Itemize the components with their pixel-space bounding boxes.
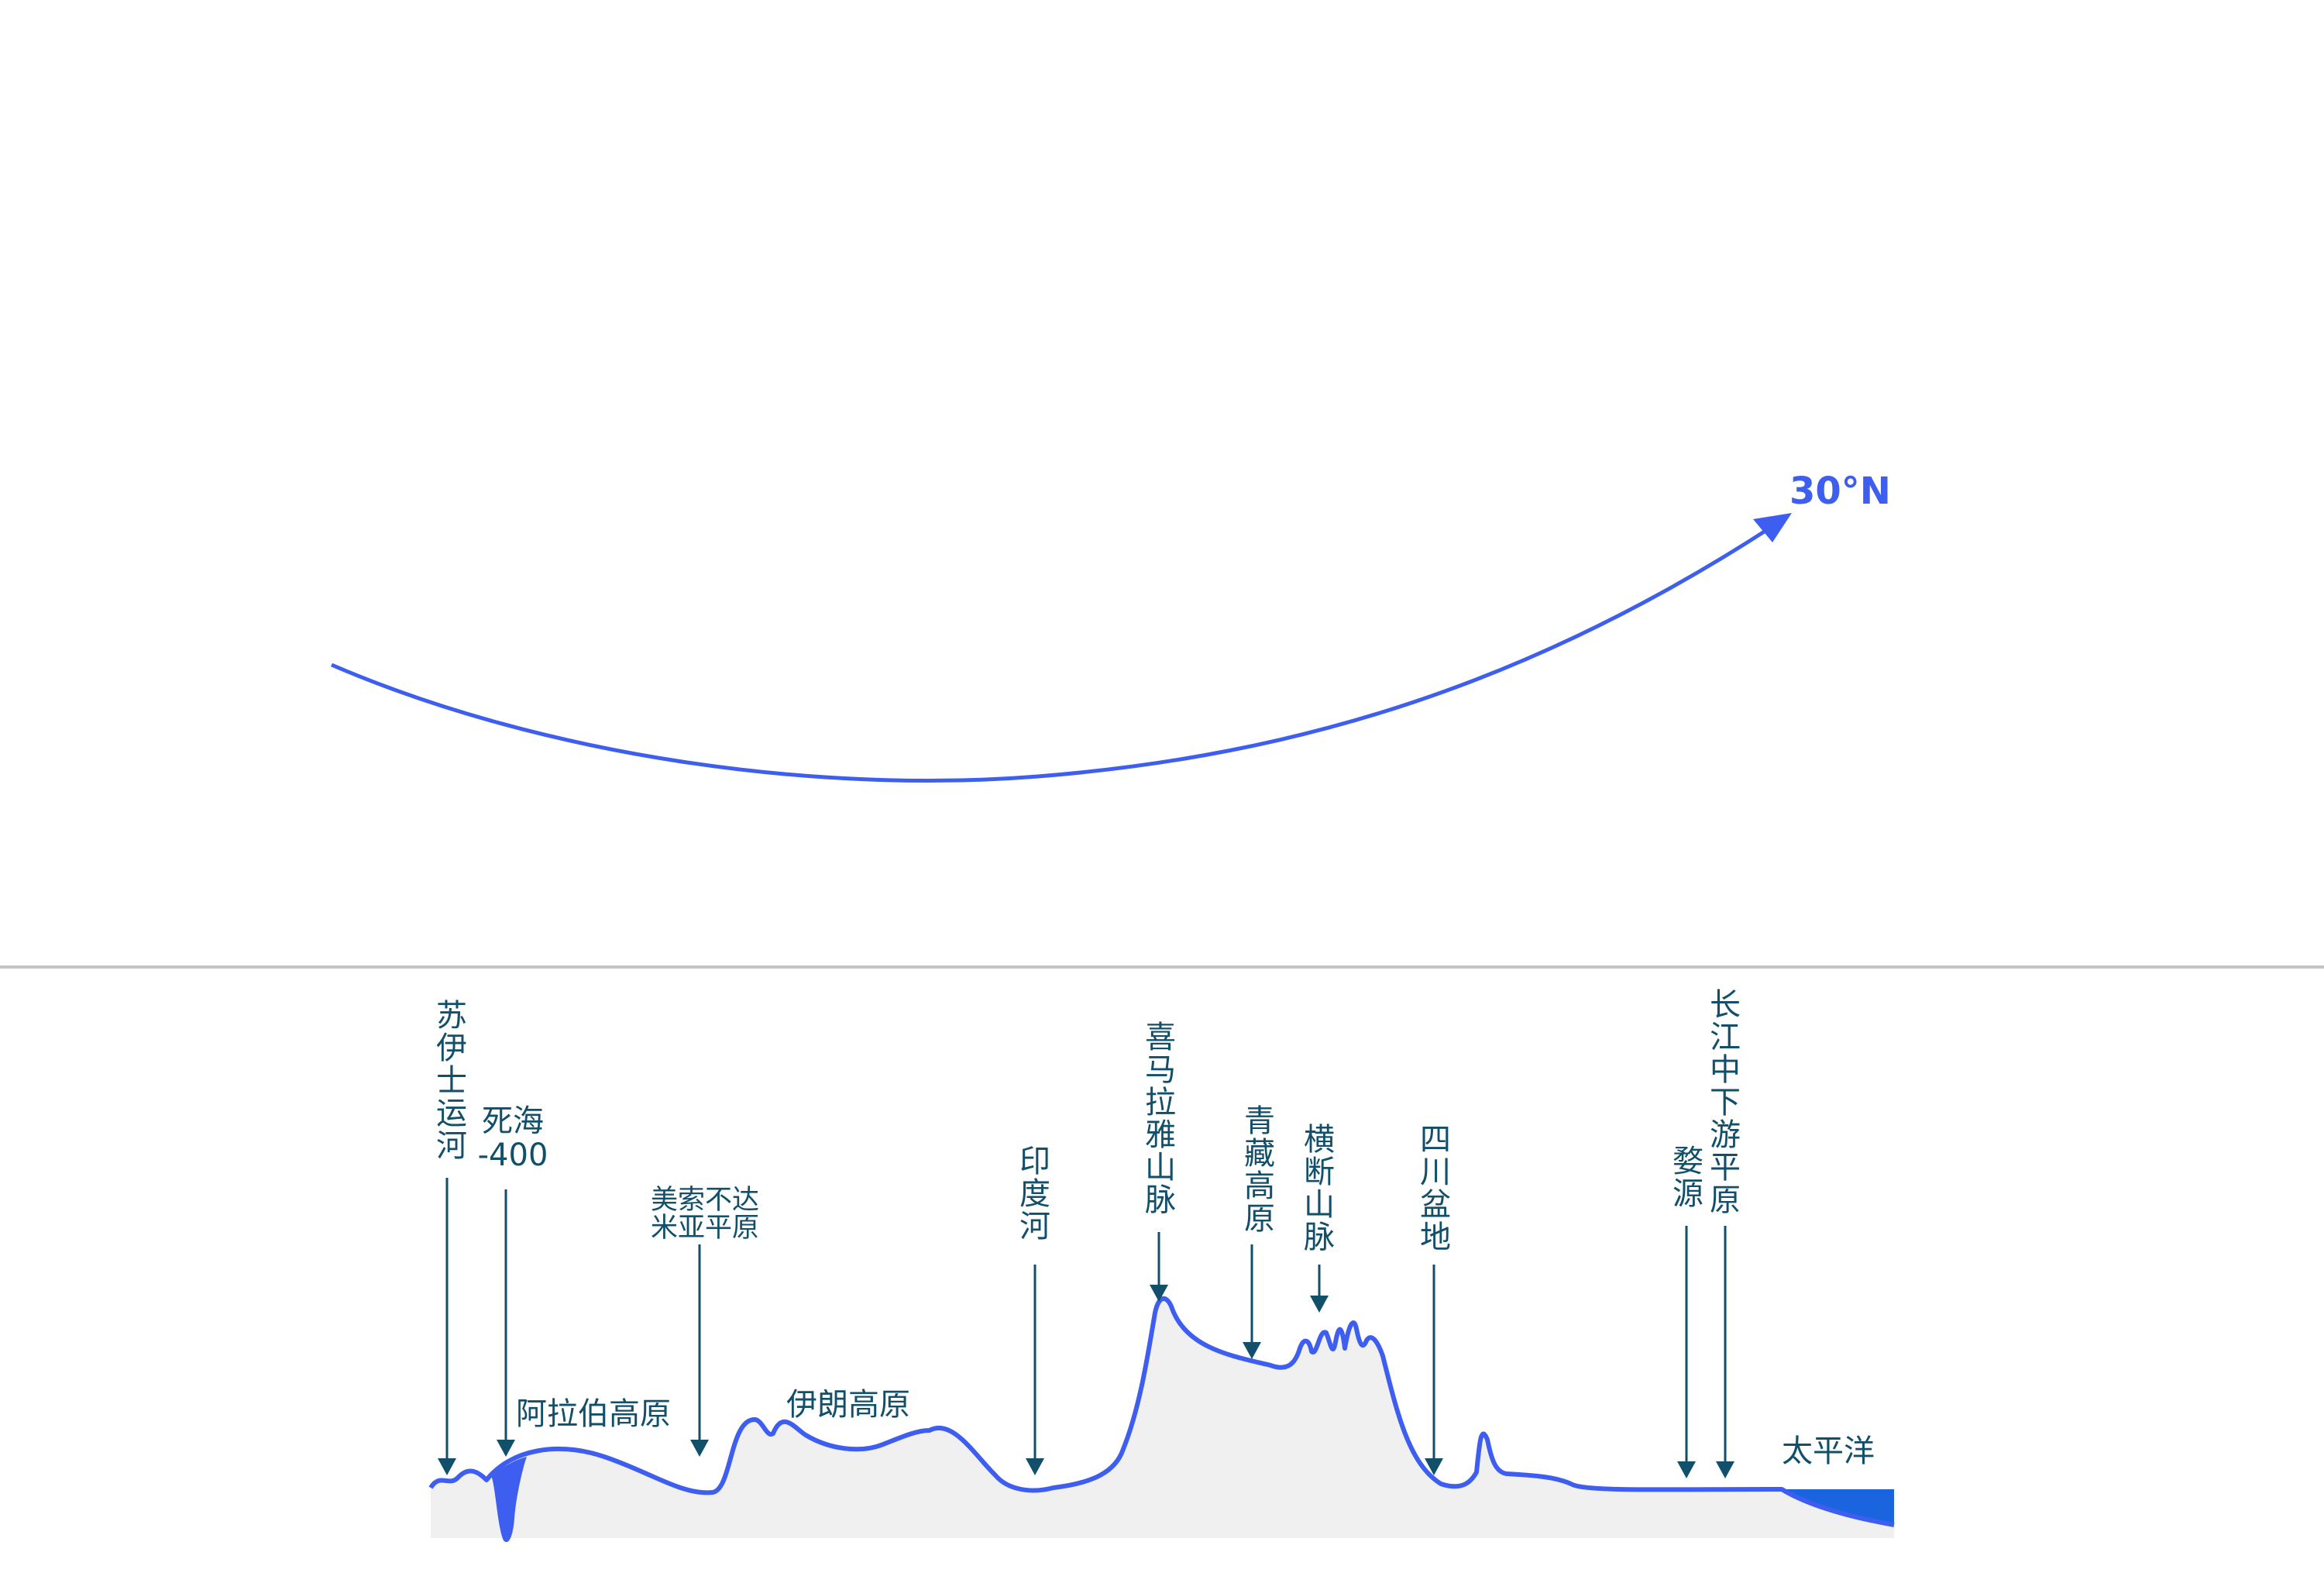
route-panel: 30°N xyxy=(331,470,1891,783)
feature-mesopotamia: 美索不达 米亚平原 xyxy=(651,1185,759,1457)
suez-label-char-4: 运 xyxy=(436,1096,467,1131)
yangtze-label-char-3: 中 xyxy=(1710,1052,1741,1088)
elevation-profile-line xyxy=(428,1296,1895,1527)
himalaya-label-char-6: 脉 xyxy=(1145,1182,1176,1218)
sichuan-label-char-4: 地 xyxy=(1420,1220,1451,1255)
dead-sea-depression xyxy=(491,1457,527,1543)
feature-wuyuan: 婺 源 xyxy=(1673,1144,1703,1478)
latitude-label: 30°N xyxy=(1789,470,1891,513)
tibet-pointer-head xyxy=(1243,1342,1261,1359)
indus-label-char-2: 度 xyxy=(1019,1176,1050,1212)
himalaya-label-char-4: 雅 xyxy=(1145,1117,1176,1153)
feature-dead-sea: 死海 -400 xyxy=(478,1103,548,1457)
suez-label-char-1: 苏 xyxy=(436,998,467,1034)
dead-sea-elevation-label: -400 xyxy=(478,1137,548,1173)
feature-tibet: 青 藏 高 原 xyxy=(1243,1103,1275,1359)
yangtze-label-char-1: 长 xyxy=(1710,987,1741,1023)
hengduan-pointer-head xyxy=(1310,1296,1329,1313)
dead-sea-label: 死海 xyxy=(482,1103,544,1139)
iranian-plateau-label: 伊朗高原 xyxy=(786,1387,910,1423)
feature-indus: 印 度 河 xyxy=(1019,1144,1050,1475)
yangtze-label-char-4: 下 xyxy=(1710,1085,1741,1120)
terrain-profile xyxy=(428,1296,1895,1543)
wuyuan-pointer-head xyxy=(1677,1461,1696,1478)
sichuan-label-char-1: 四 xyxy=(1420,1122,1451,1158)
pacific-ocean-fill xyxy=(1782,1489,1894,1525)
feature-sichuan: 四 川 盆 地 xyxy=(1420,1122,1451,1475)
dead-sea-pointer-head xyxy=(497,1440,515,1457)
indus-pointer-head xyxy=(1026,1458,1044,1475)
suez-label-char-2: 伊 xyxy=(436,1031,467,1066)
himalaya-label-char-1: 喜 xyxy=(1145,1020,1176,1055)
suez-pointer-head xyxy=(438,1458,456,1475)
indus-label-char-1: 印 xyxy=(1019,1144,1050,1179)
yangtze-label-char-5: 游 xyxy=(1710,1117,1741,1153)
mesopotamia-label-line1: 美索不达 xyxy=(651,1185,759,1216)
feature-himalaya: 喜 马 拉 雅 山 脉 xyxy=(1145,1020,1176,1302)
tibet-label-char-4: 原 xyxy=(1244,1201,1275,1237)
hengduan-label-char-2: 断 xyxy=(1304,1155,1335,1190)
suez-label-char-3: 士 xyxy=(436,1063,467,1099)
himalaya-label-char-2: 马 xyxy=(1145,1052,1176,1088)
mesopotamia-pointer-head xyxy=(690,1440,709,1457)
tibet-label-char-3: 高 xyxy=(1244,1168,1275,1204)
sichuan-label-char-3: 盆 xyxy=(1420,1187,1451,1223)
himalaya-label-char-5: 山 xyxy=(1145,1150,1176,1186)
feature-hengduan: 横 断 山 脉 xyxy=(1304,1122,1335,1313)
indus-label-char-3: 河 xyxy=(1019,1209,1050,1244)
ground-fill xyxy=(431,1298,1894,1538)
sichuan-pointer-head xyxy=(1425,1458,1443,1475)
pacific-ocean-label: 太平洋 xyxy=(1782,1433,1875,1469)
wuyuan-label-char-2: 源 xyxy=(1673,1176,1703,1212)
himalaya-label-char-3: 拉 xyxy=(1145,1085,1176,1120)
latitude-route-arc xyxy=(331,523,1776,783)
yangtze-label-char-2: 江 xyxy=(1710,1020,1741,1055)
yangtze-label-char-7: 原 xyxy=(1710,1182,1741,1218)
yangtze-pointer-head xyxy=(1716,1461,1734,1478)
himalaya-pointer-head xyxy=(1150,1285,1168,1302)
feature-yangtze: 长 江 中 下 游 平 原 xyxy=(1710,987,1741,1478)
hengduan-label-char-1: 横 xyxy=(1304,1122,1335,1158)
tibet-label-char-2: 藏 xyxy=(1244,1136,1275,1172)
hengduan-label-char-3: 山 xyxy=(1304,1187,1335,1223)
mesopotamia-label-line2: 米亚平原 xyxy=(651,1213,759,1244)
feature-suez-canal: 苏 伊 士 运 河 xyxy=(436,998,467,1475)
tibet-label-char-1: 青 xyxy=(1244,1103,1275,1139)
hengduan-label-char-4: 脉 xyxy=(1304,1220,1335,1255)
arabian-plateau-label: 阿拉伯高原 xyxy=(516,1396,671,1432)
sichuan-label-char-2: 川 xyxy=(1420,1155,1451,1190)
suez-label-char-5: 河 xyxy=(436,1128,467,1164)
yangtze-label-char-6: 平 xyxy=(1710,1150,1741,1186)
wuyuan-label-char-1: 婺 xyxy=(1673,1144,1703,1179)
route-arrow-head xyxy=(1753,513,1792,542)
